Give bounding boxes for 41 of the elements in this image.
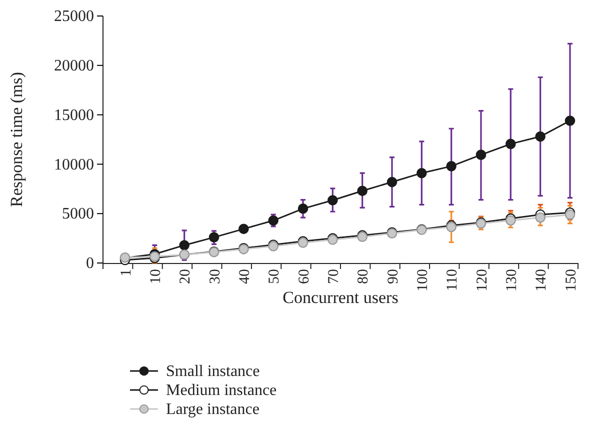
x-tick-label: 130 (504, 269, 520, 292)
y-tick-label: 0 (86, 255, 94, 272)
legend-label: Large instance (166, 401, 260, 418)
point (506, 138, 516, 150)
point (535, 131, 546, 142)
y-axis-title: Response time (ms) (7, 72, 26, 208)
x-tick-label: 140 (534, 269, 550, 292)
point (298, 204, 308, 214)
x-tick-label: 1 (118, 269, 134, 276)
y-tick-label: 10000 (54, 156, 94, 174)
x-tick-label: 30 (207, 269, 224, 284)
point (328, 195, 338, 206)
point (535, 212, 546, 223)
point (357, 186, 368, 196)
x-tick-label: 70 (326, 269, 342, 284)
x-tick-label: 90 (385, 269, 402, 284)
legend-label: Small instance (166, 363, 260, 380)
x-tick-label: 150 (563, 269, 580, 292)
point (446, 161, 456, 172)
x-tick-label: 20 (178, 269, 194, 284)
legend-label: Medium instance (166, 382, 277, 399)
y-tick-label: 15000 (54, 106, 94, 124)
y-tick-label: 20000 (54, 58, 94, 75)
x-tick-label: 120 (474, 269, 490, 292)
x-tick-label: 10 (148, 269, 164, 284)
x-tick-label: 100 (414, 269, 431, 292)
point (208, 232, 220, 242)
point (564, 116, 576, 126)
y-tick-label: 5000 (62, 206, 94, 223)
y-tick-label: 25000 (54, 8, 94, 26)
point (179, 240, 190, 250)
x-axis-title: Concurrent users (282, 288, 398, 307)
point (386, 176, 398, 188)
point (416, 168, 427, 178)
point (238, 224, 249, 234)
point (476, 150, 486, 160)
x-tick-label: 80 (356, 269, 372, 284)
x-tick-label: 60 (296, 269, 312, 284)
x-tick-label: 50 (266, 269, 283, 284)
x-tick-label: 110 (444, 269, 461, 291)
x-tick-label: 40 (236, 269, 253, 284)
